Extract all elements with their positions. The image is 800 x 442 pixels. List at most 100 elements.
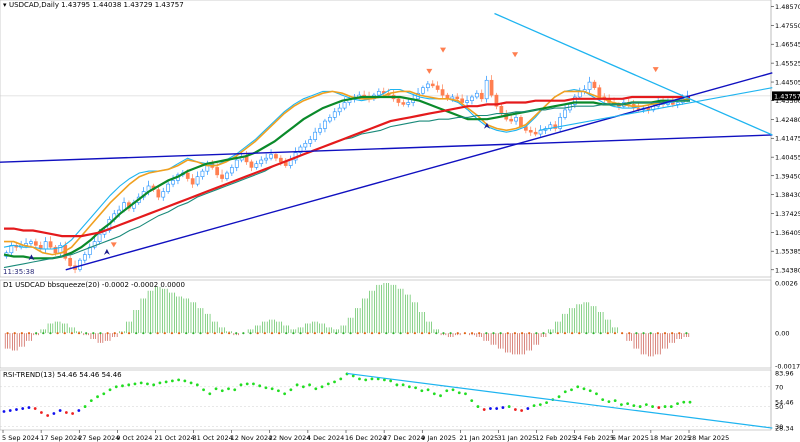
- trendline-channel: [538, 87, 773, 131]
- rsi-title: RSI-TREND(13) 54.46 54.46 54.46: [3, 371, 122, 379]
- candle-body: [592, 81, 597, 88]
- candle-body: [572, 96, 577, 105]
- squeeze-dot: [192, 332, 195, 335]
- squeeze-dot: [242, 332, 245, 335]
- squeeze-dot: [635, 332, 638, 335]
- rsi-point: [445, 389, 449, 393]
- squeeze-dot: [628, 332, 631, 335]
- rsi-point: [439, 394, 442, 398]
- rsi-point: [289, 388, 293, 392]
- rsi-point: [688, 400, 692, 404]
- squeeze-dot: [506, 332, 509, 335]
- squeeze-dot: [671, 332, 674, 335]
- squeeze-dot: [13, 332, 16, 335]
- price-tick-label: 1.38430: [775, 191, 800, 199]
- squeeze-dot: [177, 332, 181, 335]
- rsi-point: [233, 388, 237, 392]
- rsi-point: [77, 409, 81, 412]
- rsi-point: [220, 389, 224, 393]
- squeeze-dot: [278, 332, 281, 335]
- trendline-falling: [494, 12, 773, 136]
- squeeze-dot: [428, 332, 431, 335]
- date-tick-label: 21 Oct 2024: [154, 434, 194, 442]
- squeeze-dot: [463, 332, 467, 335]
- candle-body: [200, 170, 205, 178]
- candle-body: [327, 117, 332, 122]
- rsi-point: [96, 395, 99, 399]
- rsi-point: [657, 406, 661, 409]
- candle-body: [254, 163, 259, 168]
- squeeze-dot: [335, 332, 338, 335]
- date-tick-label: 12 Nov 2024: [231, 434, 273, 442]
- squeeze-dot: [42, 332, 45, 335]
- candle-body: [460, 98, 465, 103]
- rsi-point: [15, 408, 18, 411]
- rsi-point: [202, 388, 205, 392]
- date-tick-label: 24 Feb 2025: [574, 434, 614, 442]
- rsi-point: [71, 412, 74, 415]
- candle-body: [53, 246, 58, 254]
- squeeze-tick-label: 0.00: [775, 330, 789, 338]
- header-dropdown-icon[interactable]: ▾: [3, 1, 7, 9]
- rsi-point: [40, 411, 43, 414]
- squeeze-dot: [356, 332, 359, 335]
- squeeze-dot: [27, 332, 31, 335]
- date-tick-label: 21 Jan 2025: [459, 434, 498, 442]
- sell-arrow-icon: [110, 242, 117, 248]
- squeeze-dot: [35, 332, 38, 335]
- squeeze-dot: [113, 332, 116, 335]
- rsi-point: [395, 383, 399, 387]
- squeeze-dot: [292, 332, 295, 335]
- squeeze-dot: [606, 332, 609, 335]
- candle-body: [274, 154, 278, 159]
- rsi-point: [195, 383, 199, 387]
- rsi-point: [676, 402, 679, 406]
- price-tick-label: 1.39450: [775, 172, 800, 180]
- rsi-point: [451, 388, 455, 392]
- squeeze-dot: [320, 332, 324, 335]
- squeeze-dot: [149, 332, 152, 335]
- rsi-point: [538, 403, 542, 407]
- rsi-point: [570, 388, 573, 392]
- squeeze-dot: [363, 332, 366, 335]
- squeeze-dot: [456, 332, 459, 335]
- rsi-point: [457, 391, 461, 395]
- rsi-point: [351, 374, 355, 378]
- candle-body: [229, 167, 234, 174]
- rsi-point: [133, 382, 137, 386]
- rsi-point: [139, 381, 143, 385]
- squeeze-dot: [656, 332, 659, 335]
- trendline-horizontal: [0, 134, 773, 163]
- price-tick-label: 1.47550: [775, 22, 800, 30]
- squeeze-dot: [285, 332, 288, 335]
- squeeze-dot: [563, 332, 567, 335]
- date-tick-label: 12 Feb 2025: [536, 434, 576, 442]
- moving-average-line: [3, 88, 691, 250]
- candle-body: [396, 98, 401, 103]
- squeeze-dot: [63, 332, 66, 335]
- candle-body: [494, 94, 499, 107]
- squeeze-dot: [299, 332, 302, 335]
- squeeze-dot: [306, 332, 309, 335]
- rsi-point: [389, 379, 393, 383]
- squeeze-dot: [185, 332, 188, 335]
- squeeze-dot: [256, 332, 259, 335]
- squeeze-dot: [642, 332, 645, 335]
- candle-body: [269, 154, 273, 159]
- current-price-tag: [772, 91, 800, 101]
- squeeze-dot: [6, 332, 9, 335]
- rsi-point: [239, 383, 243, 387]
- squeeze-dot: [556, 332, 559, 335]
- rsi-point: [501, 406, 505, 409]
- rsi-point: [470, 399, 474, 403]
- rsi-point: [358, 377, 361, 381]
- candle-body: [435, 85, 440, 90]
- candle-body: [43, 241, 48, 250]
- squeeze-dot: [342, 332, 345, 335]
- squeeze-dot: [20, 332, 23, 335]
- rsi-point: [464, 392, 467, 396]
- date-tick-label: 22 Nov 2024: [269, 434, 311, 442]
- rsi-point: [638, 405, 642, 408]
- rsi-point: [476, 405, 480, 408]
